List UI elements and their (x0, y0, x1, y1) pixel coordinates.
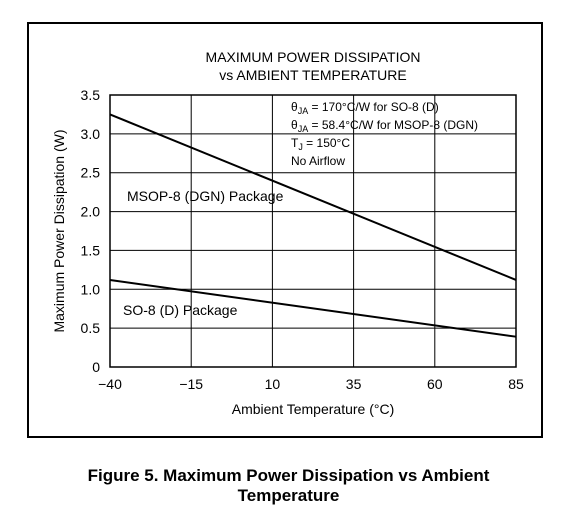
y-tick-label: 0.5 (81, 320, 101, 336)
x-axis-label: Ambient Temperature (°C) (232, 401, 395, 417)
series-line-msop8-dgn (109, 113, 517, 281)
plot-area (109, 94, 517, 368)
y-tick-label: 3.0 (81, 126, 101, 142)
figure-caption: Figure 5. Maximum Power Dissipation vs A… (0, 466, 577, 506)
x-tick-label: 60 (427, 376, 443, 392)
annotation-line: TJ = 150°C (291, 136, 350, 152)
annotation-line: θJA = 58.4°C/W for MSOP-8 (DGN) (291, 118, 478, 134)
y-tick-label: 0 (92, 359, 100, 375)
figure-caption-line-1: Figure 5. Maximum Power Dissipation vs A… (87, 466, 490, 485)
annotation-line: No Airflow (291, 154, 345, 168)
x-tick-label: 10 (265, 376, 281, 392)
y-tick-label: 3.5 (81, 87, 101, 103)
series-label-msop: MSOP-8 (DGN) Package (127, 188, 284, 204)
x-tick-label: −15 (179, 376, 203, 392)
chart-title-line-1: MAXIMUM POWER DISSIPATION (206, 49, 421, 65)
y-axis-label: Maximum Power Dissipation (W) (51, 129, 67, 332)
annotation-line: θJA = 170°C/W for SO-8 (D) (291, 100, 439, 116)
figure-caption-line-2: Temperature (237, 486, 340, 505)
x-tick-labels: −40 −15 10 35 60 85 (98, 376, 524, 392)
series-line-so8-d (109, 278, 517, 338)
y-tick-label: 1.5 (81, 242, 101, 258)
x-tick-label: −40 (98, 376, 122, 392)
chart-title-line-2: vs AMBIENT TEMPERATURE (219, 67, 406, 83)
y-tick-label: 2.0 (81, 204, 101, 220)
chart-frame (27, 22, 543, 438)
series-lines (109, 113, 517, 338)
x-tick-label: 85 (508, 376, 524, 392)
power-dissipation-chart: MAXIMUM POWER DISSIPATION vs AMBIENT TEM… (51, 49, 524, 417)
y-tick-labels: 0 0.5 1.0 1.5 2.0 2.5 3.0 3.5 (81, 87, 101, 375)
conditions-annotation: θJA = 170°C/W for SO-8 (D) θJA = 58.4°C/W… (291, 100, 478, 168)
series-label-so8: SO-8 (D) Package (123, 302, 238, 318)
y-tick-label: 1.0 (81, 281, 101, 297)
x-tick-label: 35 (346, 376, 362, 392)
y-tick-label: 2.5 (81, 165, 101, 181)
